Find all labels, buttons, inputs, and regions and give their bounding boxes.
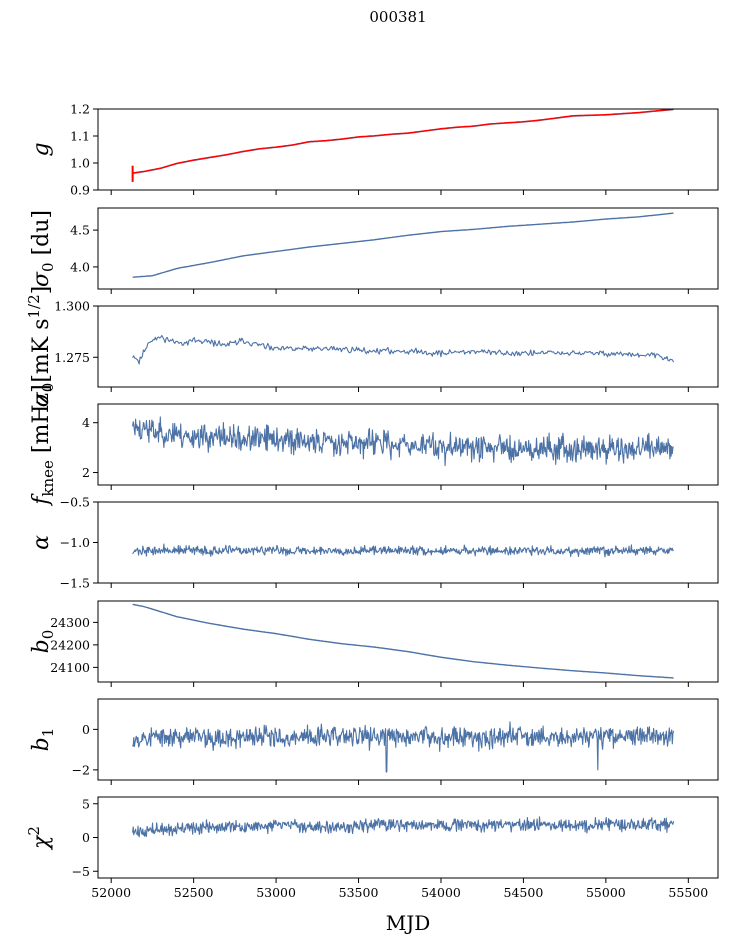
series-line-g-1 <box>132 109 674 174</box>
y-axis-label-b1: b1 <box>29 728 57 752</box>
y-tick-label-sigma0_mk: 1.275 <box>54 350 90 365</box>
panel-b1: −2 0 b1 <box>29 698 719 785</box>
y-tick-label-g: 1.2 <box>70 102 90 117</box>
y-axis-label-sigma0_mk: σ0[mK s1/2] <box>25 286 57 407</box>
y-tick-label-fknee: 2 <box>82 465 90 480</box>
y-tick-label-fknee: 4 <box>82 415 90 430</box>
x-axis-label: MJD <box>386 911 431 935</box>
series-line-sigma0_du-0 <box>132 212 674 278</box>
y-axis-label-alpha: α <box>29 535 54 550</box>
axes-frame-fknee <box>97 403 719 486</box>
axes-frame-b1 <box>97 698 719 781</box>
series-line-sigma0_mk-0 <box>132 334 674 365</box>
series-line-alpha-0 <box>132 543 674 558</box>
y-tick-label-b0: 24300 <box>50 615 90 630</box>
y-tick-label-alpha: −1.0 <box>60 535 90 550</box>
axes-frame-b0 <box>97 600 719 683</box>
y-tick-label-sigma0_mk: 1.300 <box>54 299 90 314</box>
axes-frame-sigma0_du <box>97 207 719 290</box>
panels: 0.9 1.0 1.1 1.2 g 4.0 4.5 σ0 [du] 1.275 1.300σ0[m… <box>25 102 719 900</box>
x-tick-label: 52000 <box>91 885 131 900</box>
panel-chi2: −5 0 5 52000 52500 53000 53500 54000 54500 55000 5… <box>25 796 719 900</box>
y-tick-label-g: 1.1 <box>70 129 90 144</box>
axes-frame-chi2 <box>97 796 719 879</box>
x-tick-label: 55000 <box>586 885 626 900</box>
y-axis-label-sigma0_du: σ0 [du] <box>29 210 57 287</box>
axes-frame-alpha <box>97 501 719 584</box>
x-tick-label: 53000 <box>256 885 296 900</box>
x-tick-label: 55500 <box>668 885 708 900</box>
y-tick-label-b0: 24200 <box>50 637 90 652</box>
y-tick-label-chi2: −5 <box>72 864 90 879</box>
series-line-g-0 <box>132 109 674 174</box>
y-axis-label-g: g <box>29 142 54 156</box>
y-axis-label-chi2: χ2 <box>25 826 54 851</box>
x-tick-label: 54500 <box>504 885 544 900</box>
x-tick-label: 52500 <box>174 885 214 900</box>
x-tick-label: 53500 <box>339 885 379 900</box>
y-tick-label-b1: −2 <box>72 762 90 777</box>
y-tick-label-chi2: 0 <box>82 830 90 845</box>
y-tick-label-alpha: −0.5 <box>60 495 90 510</box>
y-tick-label-g: 0.9 <box>70 183 90 198</box>
y-tick-label-b0: 24100 <box>50 660 90 675</box>
series-line-fknee-0 <box>132 416 674 467</box>
axes-frame-sigma0_mk <box>97 305 719 388</box>
y-tick-label-sigma0_du: 4.5 <box>70 223 90 238</box>
y-axis-label-fknee: fknee [mHz] <box>29 384 57 506</box>
panel-fknee: 2 4 fknee [mHz] <box>29 384 719 507</box>
y-tick-label-b1: 0 <box>82 722 90 737</box>
y-tick-label-chi2: 5 <box>82 796 90 811</box>
x-tick-label: 54000 <box>421 885 461 900</box>
series-line-chi2-0 <box>132 816 675 838</box>
panel-sigma0_du: 4.0 4.5 σ0 [du] <box>29 207 719 294</box>
panel-g: 0.9 1.0 1.1 1.2 g <box>29 102 719 198</box>
y-axis-label-b0: b0 <box>29 630 57 654</box>
axes-frame-g <box>97 108 719 191</box>
panel-alpha: −1.5 −1.0 −0.5 α <box>29 495 719 591</box>
y-tick-label-sigma0_du: 4.0 <box>70 259 90 274</box>
y-tick-label-alpha: −1.5 <box>60 576 90 591</box>
series-line-b1-0 <box>132 721 675 773</box>
y-tick-label-g: 1.0 <box>70 156 90 171</box>
figure-title: 000381 <box>369 8 426 26</box>
series-line-b0-0 <box>132 603 674 679</box>
